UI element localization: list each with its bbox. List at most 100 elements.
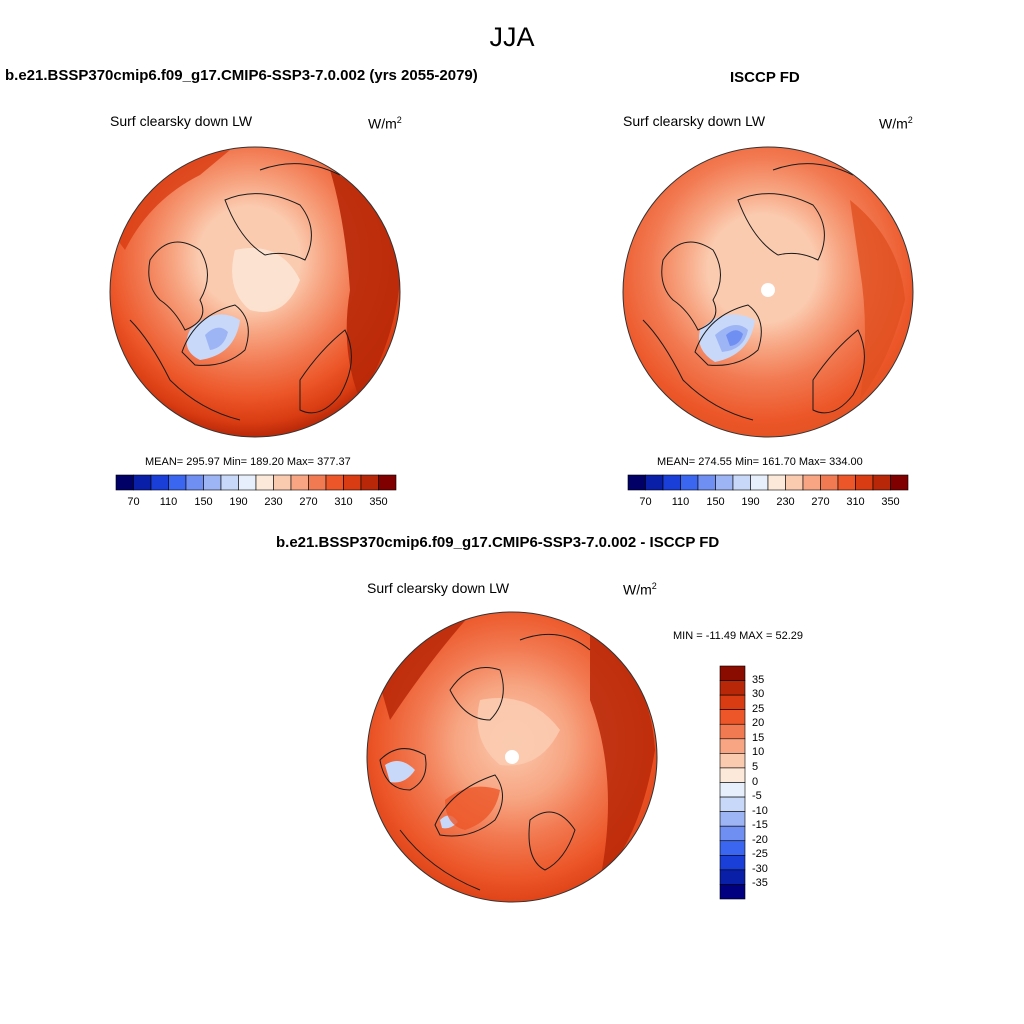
model-panel-title: b.e21.BSSP370cmip6.f09_g17.CMIP6-SSP3-7.… (5, 67, 478, 84)
model-colorbar-box (325, 474, 344, 491)
diff-colorbar-box (719, 680, 746, 696)
obs-colorbar (627, 474, 909, 491)
diff-colorbar-box (719, 709, 746, 725)
model-colorbar-box (290, 474, 309, 491)
obs-colorbar-tick-label: 270 (811, 496, 830, 508)
obs-missing-pole (761, 283, 775, 297)
model-colorbar-box (203, 474, 222, 491)
diff-colorbar-tick-label: -35 (752, 877, 768, 890)
diff-colorbar-box (719, 855, 746, 871)
obs-colorbar-box (627, 474, 646, 491)
diff-colorbar-box (719, 796, 746, 812)
diff-variable-label: Surf clearsky down LW (367, 580, 510, 596)
model-colorbar-tick-label: 150 (194, 496, 213, 508)
obs-colorbar-box (732, 474, 751, 491)
model-colorbar-box (360, 474, 379, 491)
model-colorbar-box (220, 474, 239, 491)
obs-colorbar-box (872, 474, 891, 491)
obs-colorbar-tick-label: 110 (671, 496, 690, 508)
model-colorbar-tick-label: 110 (159, 496, 178, 508)
obs-colorbar-box (802, 474, 821, 491)
diff-colorbar-tick-label: 15 (752, 731, 765, 744)
model-colorbar-box (185, 474, 204, 491)
obs-colorbar-box (837, 474, 856, 491)
obs-colorbar-box (750, 474, 769, 491)
model-colorbar-tick-label: 190 (229, 496, 248, 508)
diff-colorbar-box (719, 767, 746, 783)
diff-colorbar-tick-label: 20 (752, 717, 765, 730)
diff-colorbar-tick-label: 5 (752, 760, 759, 773)
diff-stats: MIN = -11.49 MAX = 52.29 (673, 630, 804, 642)
model-colorbar-box (168, 474, 187, 491)
obs-colorbar-box (662, 474, 681, 491)
diff-colorbar-box (719, 723, 746, 740)
model-variable-label: Surf clearsky down LW (110, 113, 253, 129)
obs-colorbar-box (697, 474, 716, 491)
diff-missing-pole (505, 750, 519, 764)
model-colorbar-box (115, 474, 134, 491)
model-colorbar-tick-label: 350 (369, 496, 388, 508)
obs-colorbar-tick-label: 230 (776, 496, 795, 508)
model-colorbar-box (255, 474, 274, 491)
diff-colorbar-box (719, 782, 746, 798)
model-units-label: W/m2 (368, 115, 402, 132)
season-title: JJA (489, 22, 535, 52)
obs-panel-title: ISCCP FD (730, 69, 800, 86)
obs-colorbar-box (890, 474, 909, 491)
diff-polar-map (366, 611, 658, 903)
obs-colorbar-tick-label: 150 (706, 496, 725, 508)
obs-polar-map (622, 146, 914, 438)
diff-colorbar-box (719, 811, 746, 827)
model-colorbar-box (273, 474, 292, 491)
diff-units-label: W/m2 (623, 581, 657, 598)
diff-colorbar-tick-label: -30 (752, 862, 768, 875)
obs-colorbar-box (645, 474, 664, 491)
diff-colorbar-tick-label: -15 (752, 819, 768, 832)
model-colorbar-tick-label: 70 (127, 496, 140, 508)
diff-colorbar-box (719, 840, 746, 856)
diff-colorbar-tick-label: -10 (752, 804, 768, 817)
diff-panel-title: b.e21.BSSP370cmip6.f09_g17.CMIP6-SSP3-7.… (276, 534, 720, 551)
diff-colorbar (719, 665, 746, 900)
diff-colorbar-tick-label: 10 (752, 746, 765, 759)
obs-colorbar-box (680, 474, 699, 491)
diff-colorbar-box (719, 665, 746, 681)
model-colorbar-tick-label: 230 (264, 496, 283, 508)
diff-colorbar-box (719, 869, 746, 885)
model-colorbar-box (378, 474, 397, 491)
model-colorbar-tick-label: 270 (299, 496, 318, 508)
obs-variable-label: Surf clearsky down LW (623, 113, 766, 129)
obs-colorbar-tick-label: 70 (639, 496, 652, 508)
diff-colorbar-tick-label: -5 (752, 790, 762, 803)
model-colorbar-box (150, 474, 169, 491)
diff-colorbar-tick-label: 30 (752, 688, 765, 701)
model-colorbar-box (308, 474, 327, 491)
obs-colorbar-tick-label: 350 (881, 496, 900, 508)
diff-colorbar-tick-label: -20 (752, 833, 768, 846)
diff-colorbar-box (719, 825, 746, 842)
obs-colorbar-box (820, 474, 839, 491)
model-colorbar-tick-label: 310 (334, 496, 353, 508)
model-colorbar-box (238, 474, 257, 491)
diff-colorbar-box (719, 738, 746, 754)
diff-colorbar-tick-label: 0 (752, 775, 759, 788)
model-colorbar-box (133, 474, 152, 491)
obs-colorbar-tick-label: 190 (741, 496, 760, 508)
model-colorbar-box (343, 474, 362, 491)
obs-stats: MEAN= 274.55 Min= 161.70 Max= 334.00 (657, 456, 863, 468)
obs-colorbar-box (767, 474, 786, 491)
obs-units-label: W/m2 (879, 115, 913, 132)
diff-colorbar-box (719, 694, 746, 710)
diff-colorbar-tick-label: -25 (752, 848, 768, 861)
model-stats: MEAN= 295.97 Min= 189.20 Max= 377.37 (145, 456, 351, 468)
obs-colorbar-box (785, 474, 804, 491)
obs-colorbar-box (855, 474, 874, 491)
diff-colorbar-tick-label: 35 (752, 673, 765, 686)
model-colorbar (115, 474, 397, 491)
obs-colorbar-tick-label: 310 (846, 496, 865, 508)
diff-colorbar-tick-label: 25 (752, 702, 765, 715)
diff-colorbar-box (719, 753, 746, 769)
obs-colorbar-box (715, 474, 734, 491)
model-polar-map (109, 146, 401, 438)
